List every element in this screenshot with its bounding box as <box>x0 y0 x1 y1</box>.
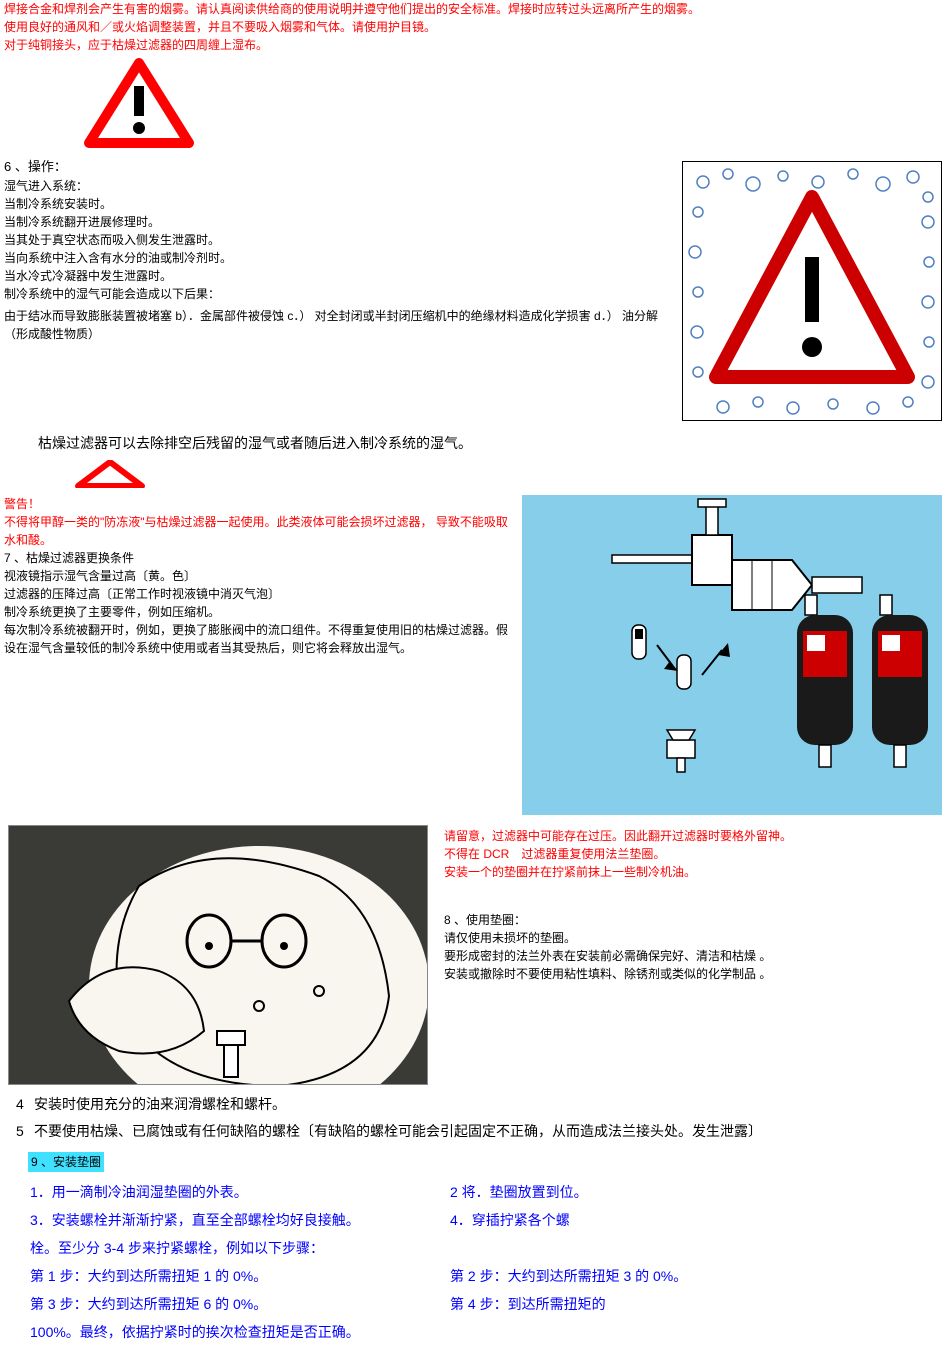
gasket-block: 请留意，过滤器中可能存在过压。因此翻开过滤器时要格外留神。 不得在 DCR 过滤… <box>0 821 950 1089</box>
top-warning-block: 焊接合金和焊剂会产生有害的烟雾。请认真阅读供给商的使用说明并遵守他们提出的安全标… <box>0 0 950 153</box>
warning-line-1: 焊接合金和焊剂会产生有害的烟雾。请认真阅读供给商的使用说明并遵守他们提出的安全标… <box>4 0 946 18</box>
bolt-notes: 4 安装时使用充分的油来润滑螺栓和螺杆。 5 不要使用枯燥、已腐蚀或有任何缺陷的… <box>30 1091 942 1144</box>
warning-line-3: 对于纯铜接头，应于枯燥过滤器的四周缠上湿布。 <box>4 36 946 54</box>
bubble-warning-illustration <box>682 161 942 421</box>
s9-3: 栓。至少分 3-4 步来拧紧螺栓，例如以下步骤： <box>30 1234 942 1262</box>
op-line-1: 请留意，过滤器中可能存在过压。因此翻开过滤器时要格外留神。 <box>444 827 946 845</box>
s8-g3: 安装或撤除时不要使用粘性填料、除锈剂或类似的化学制品 。 <box>444 965 946 983</box>
filter-replacement-diagram <box>522 495 942 815</box>
warning-line-2: 使用良好的通风和／或火焰调整装置，并且不要吸入烟雾和气体。请使用护目镜。 <box>4 18 946 36</box>
s9-1a: 1．用一滴制冷油润湿垫圈的外表。 <box>30 1178 450 1206</box>
s9-4a: 第 1 步：大约到达所需扭矩 1 的 0%。 <box>30 1262 450 1290</box>
section-9-steps: 1．用一滴制冷油润湿垫圈的外表。 2 将．垫圈放置到位。 3．安装螺栓并渐渐拧紧… <box>30 1178 942 1346</box>
section-6-block: 6 、操作： 湿气进入系统： 当制冷系统安装时。 当制冷系统翻开进展修理时。 当… <box>0 157 950 425</box>
bolt-num-5: 5 <box>16 1118 30 1145</box>
section-9-block: 9 、安装垫圈 <box>24 1152 946 1172</box>
s9-1b: 2 将．垫圈放置到位。 <box>450 1178 588 1206</box>
bolt-line-5: 不要使用枯燥、已腐蚀或有任何缺陷的螺栓〔有缺陷的螺栓可能会引起固定不正确，从而造… <box>34 1123 762 1139</box>
person-goggles-illustration <box>8 825 428 1085</box>
warning-triangle-icon <box>84 58 946 153</box>
dryer-filter-intro: 枯燥过滤器可以去除排空后残留的湿气或者随后进入制冷系统的湿气。 <box>38 433 950 454</box>
section-9-title: 9 、安装垫圈 <box>28 1152 104 1172</box>
s9-6: 100%。最终，依据拧紧时的挨次检查扭矩是否正确。 <box>30 1318 942 1346</box>
bolt-line-4: 安装时使用充分的油来润滑螺栓和螺杆。 <box>34 1096 286 1112</box>
s9-5a: 第 3 步：大约到达所需扭矩 6 的 0%。 <box>30 1290 450 1318</box>
s9-2b: 4．穿插拧紧各个螺 <box>450 1206 570 1234</box>
s8-g1: 请仅使用未损坏的垫圈。 <box>444 929 946 947</box>
s9-2a: 3．安装螺栓并渐渐拧紧，直至全部螺栓均好良接触。 <box>30 1206 450 1234</box>
bolt-num-4: 4 <box>16 1091 30 1118</box>
op-line-3: 安装一个的垫圈并在拧紧前抹上一些制冷机油。 <box>444 863 946 881</box>
s9-4b: 第 2 步：大约到达所需扭矩 3 的 0%。 <box>450 1262 687 1290</box>
op-line-2: 不得在 DCR 过滤器重复使用法兰垫圈。 <box>444 845 946 863</box>
section-7-block: 警告！ 不得将甲醇一类的"防冻液"与枯燥过滤器一起使用。此类液体可能会损坏过滤器… <box>0 495 950 821</box>
overpressure-text: 请留意，过滤器中可能存在过压。因此翻开过滤器时要格外留神。 不得在 DCR 过滤… <box>444 821 946 983</box>
s9-5b: 第 4 步：到达所需扭矩的 <box>450 1290 606 1318</box>
small-warning-triangle-icon <box>70 460 950 493</box>
section-8-title: 8 、使用垫圈： <box>444 911 946 929</box>
s8-g2: 要形成密封的法兰外表在安装前必需确保完好、清洁和枯燥 。 <box>444 947 946 965</box>
